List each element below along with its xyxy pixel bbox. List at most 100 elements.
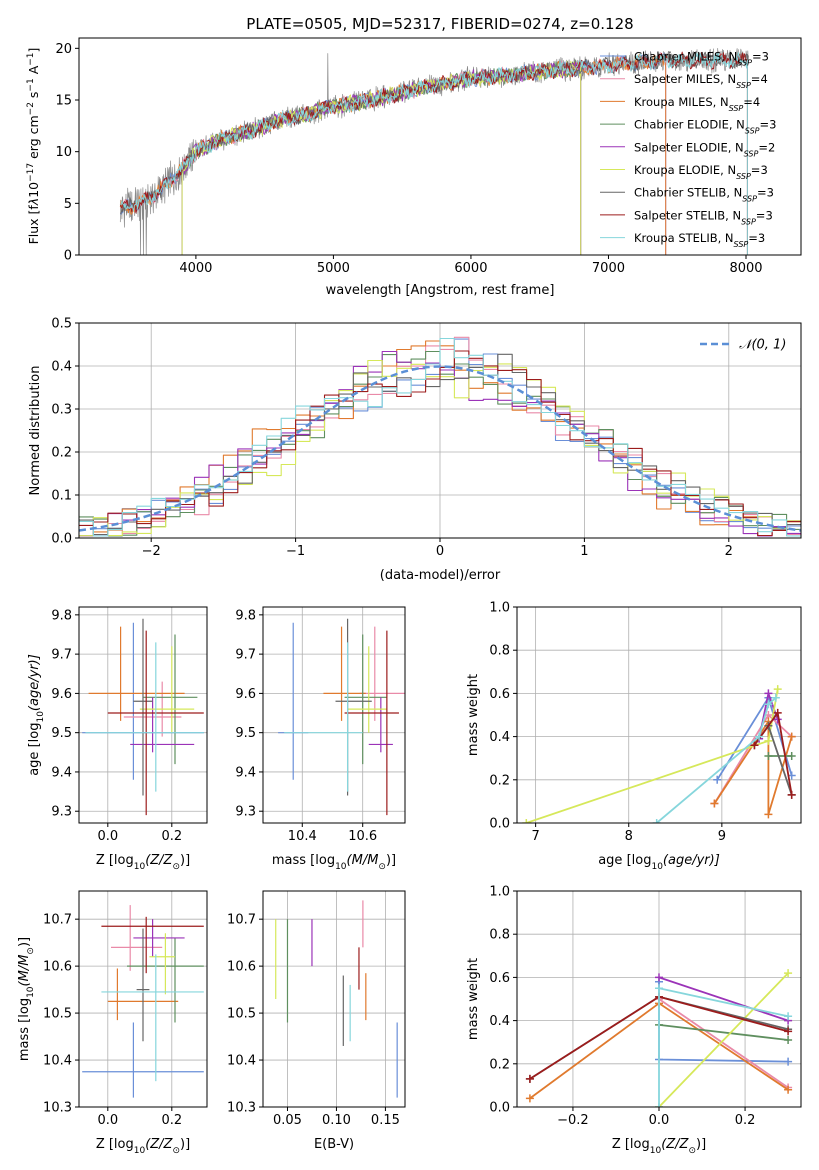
- y-tick-label: 10.7: [227, 913, 256, 928]
- x-tick-label: 8: [625, 829, 633, 844]
- weights-z-axes: [517, 890, 801, 1108]
- x-tick-label: 5000: [317, 261, 350, 276]
- y-tick-label: 9.5: [51, 726, 72, 741]
- residual-legend: 𝒩(0, 1): [700, 338, 786, 353]
- weight-marker: [713, 775, 722, 784]
- residuals-plot-area: [79, 336, 801, 537]
- weight-line: [658, 1024, 789, 1041]
- x-tick-label: −1: [286, 544, 305, 559]
- y-tick-label: 10.7: [43, 913, 72, 928]
- weight-marker: [764, 752, 773, 761]
- x-tick-label: 7000: [592, 261, 625, 276]
- weight-marker: [525, 1074, 534, 1083]
- weights-age-y-label: mass weight: [466, 674, 481, 756]
- weight-marker: [771, 693, 780, 702]
- legend-entry: Salpeter ELODIE, NSSP=2: [634, 140, 775, 158]
- ebv-mass-plot-area: [275, 900, 398, 1098]
- weight-marker: [784, 1012, 793, 1021]
- y-tick-label: 0.6: [489, 971, 510, 986]
- x-tick-label: 0.0: [649, 1113, 670, 1128]
- spectrum-x-label: wavelength [Angstrom, rest frame]: [326, 283, 555, 298]
- z-age-y-label: age [log10(age/yr)]: [27, 654, 46, 776]
- y-tick-label: 1.0: [489, 885, 510, 900]
- x-tick-label: 0.2: [735, 1113, 756, 1128]
- figure-title: PLATE=0505, MJD=52317, FIBERID=0274, z=0…: [246, 15, 633, 33]
- y-tick-label: 10.5: [43, 1007, 72, 1022]
- y-tick-label: 1.0: [489, 601, 510, 616]
- x-tick-label: 0.05: [273, 1113, 302, 1128]
- mass-age-plot-area: [278, 618, 405, 816]
- error-bar-point: [85, 642, 204, 792]
- y-tick-label: 9.8: [51, 608, 72, 623]
- y-tick-label: 5: [64, 197, 72, 212]
- y-tick-label: 0.2: [489, 1057, 510, 1072]
- residual-histogram: [79, 353, 801, 536]
- error-bar-point: [368, 697, 393, 753]
- y-tick-label: 0.4: [489, 730, 510, 745]
- legend-entry: 𝒩(0, 1): [739, 338, 786, 353]
- x-tick-label: 7: [531, 829, 539, 844]
- error-bar-point: [347, 646, 387, 733]
- legend-entry: Chabrier MILES, NSSP=3: [634, 50, 769, 68]
- weight-marker: [764, 700, 773, 709]
- y-tick-label: 0: [64, 249, 72, 264]
- mass-age-axis-frame: 10.4 10.6 9.3 9.4 9.5 9.6 9.7 9.8: [235, 606, 406, 844]
- weight-marker: [755, 732, 764, 741]
- y-tick-label: 10.6: [227, 960, 256, 975]
- y-tick-label: 0.0: [489, 1101, 510, 1116]
- residuals-x-label: (data-model)/error: [380, 568, 501, 583]
- weight-marker: [525, 1094, 534, 1103]
- y-tick-label: 0.8: [489, 928, 510, 943]
- y-tick-label: 10.5: [227, 1007, 256, 1022]
- weight-marker: [787, 790, 796, 799]
- spectrum-y-label: Flux [fλ10−17 erg cm−2 s−1 A−1]: [26, 48, 41, 245]
- z-age-x-label: Z [log10(Z/Z⊙)]: [96, 853, 190, 872]
- x-tick-label: 0.10: [322, 1113, 351, 1128]
- x-tick-label: 10.4: [288, 829, 317, 844]
- y-tick-label: 9.8: [235, 608, 256, 623]
- weight-line: [658, 998, 789, 1089]
- legend-entry: Chabrier ELODIE, NSSP=3: [634, 118, 776, 136]
- weight-marker: [764, 810, 773, 819]
- y-tick-label: 9.4: [235, 765, 256, 780]
- x-tick-label: 2: [725, 544, 733, 559]
- weight-marker: [784, 1085, 793, 1094]
- weights-z-x-label: Z [log10(Z/Z⊙)]: [612, 1137, 706, 1156]
- x-tick-label: 0.0: [97, 1113, 118, 1128]
- error-bar-point: [133, 618, 153, 796]
- error-bar-point: [359, 626, 405, 721]
- x-tick-label: 0.2: [161, 829, 182, 844]
- weight-marker: [764, 689, 773, 698]
- weight-marker: [655, 1103, 663, 1107]
- y-tick-label: 9.7: [235, 648, 256, 663]
- y-tick-label: 9.3: [51, 805, 72, 820]
- ebv-mass-x-label: E(B-V): [314, 1137, 354, 1152]
- weight-marker: [784, 1057, 793, 1066]
- weight-marker: [784, 1036, 793, 1045]
- legend-entry: Kroupa MILES, NSSP=4: [634, 95, 760, 113]
- error-bar-point: [344, 634, 387, 765]
- error-bar-point: [101, 954, 204, 1082]
- x-tick-label: 0: [436, 544, 444, 559]
- error-bar-point: [136, 928, 150, 1042]
- x-tick-label: 0.0: [97, 829, 118, 844]
- weights-z-axis-frame: −0.2 0.0 0.2 0.0 0.2 0.4 0.6 0.8 1.0: [489, 885, 802, 1128]
- x-tick-label: −0.2: [557, 1113, 589, 1128]
- x-tick-label: 6000: [454, 261, 487, 276]
- x-tick-label: 0.15: [371, 1113, 400, 1128]
- spectrum-plot-area: [119, 47, 749, 255]
- ebv-mass-axes: [263, 891, 405, 1108]
- z-age-axes: [79, 607, 207, 823]
- y-tick-label: 0.2: [489, 773, 510, 788]
- error-bar-point: [149, 933, 175, 995]
- legend-entry: Salpeter STELIB, NSSP=3: [634, 208, 773, 226]
- x-tick-label: 4000: [179, 261, 212, 276]
- model-spectrum: [119, 51, 748, 255]
- y-tick-label: 10.6: [43, 960, 72, 975]
- z-age-plot-area: [82, 618, 204, 816]
- z-mass-axes: [79, 891, 207, 1108]
- weights-z-plot-area: [525, 969, 793, 1107]
- weight-line: [656, 697, 777, 823]
- y-tick-label: 10.3: [43, 1101, 72, 1116]
